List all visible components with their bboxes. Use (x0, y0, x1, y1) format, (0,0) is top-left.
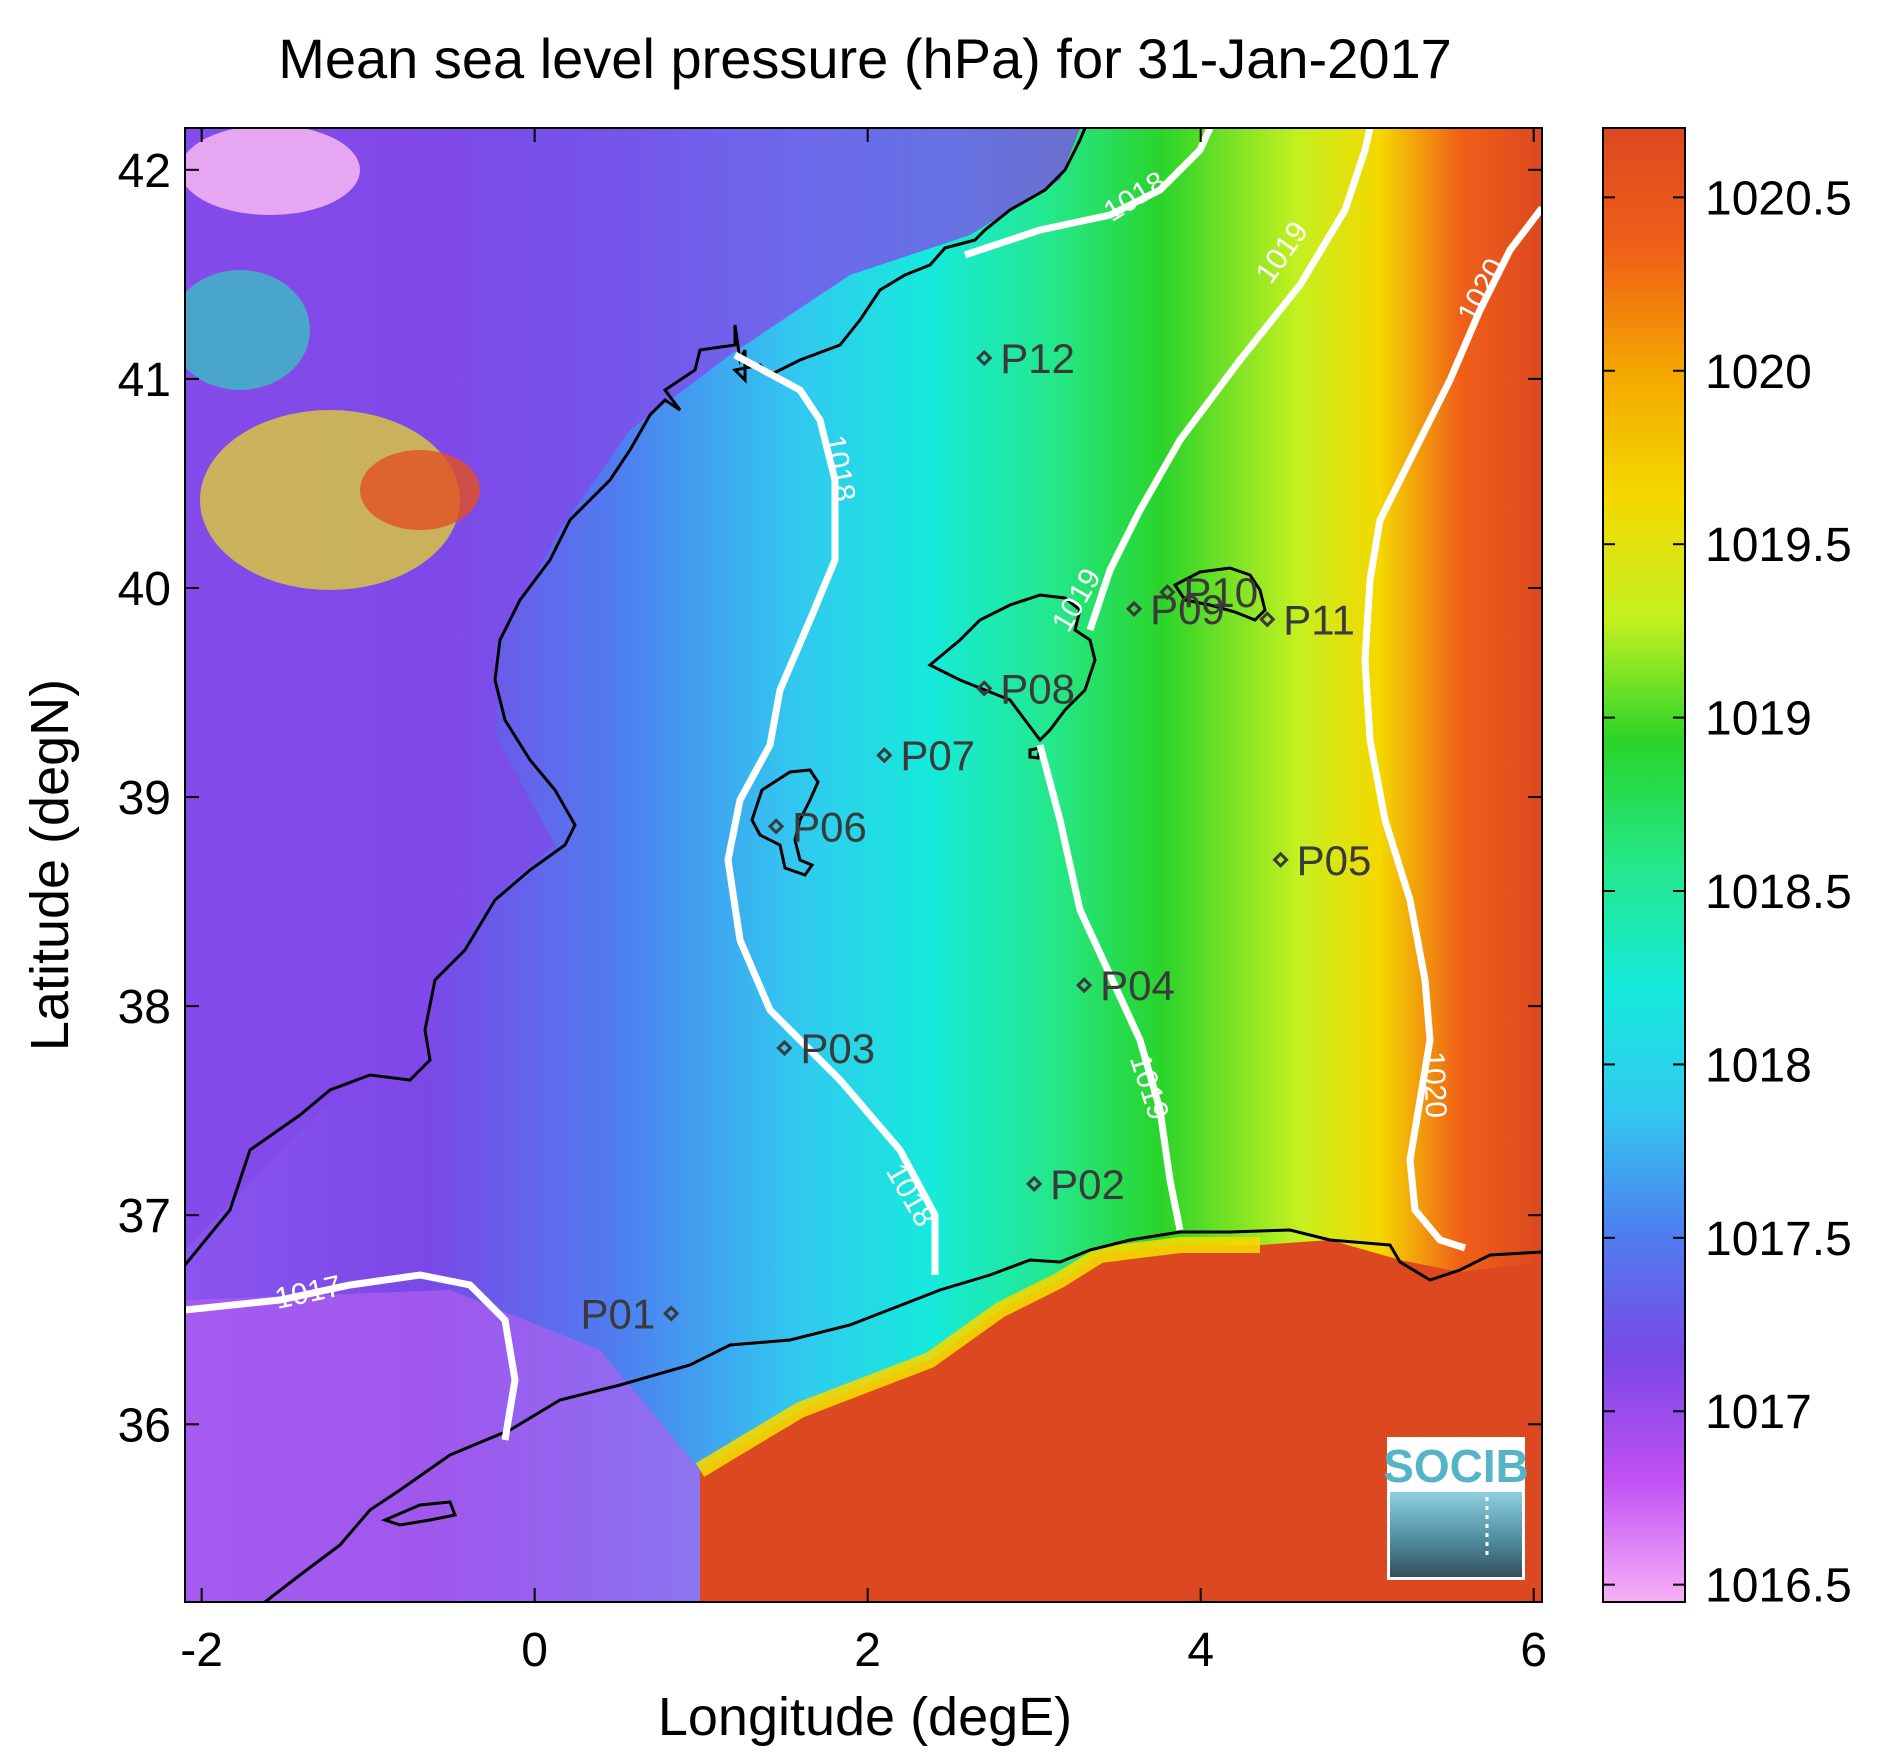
ibiza-coastline (750, 768, 820, 877)
x-axis: -2 0 2 4 6 (180, 128, 1547, 1677)
socib-logo: SOCIB (1383, 1437, 1529, 1580)
x-tick-label: 4 (1187, 1624, 1214, 1677)
menorca-coastline (1172, 566, 1267, 622)
west-cool-band (185, 1290, 700, 1602)
station-p06: P06 (767, 803, 867, 850)
isobar-1017 (185, 1271, 519, 1441)
station-marker (663, 1305, 680, 1322)
station-marker (876, 747, 893, 764)
station-p04: P04 (1075, 962, 1175, 1009)
plot-frame (184, 127, 1543, 1603)
colorbar-tick-label: 1019 (1705, 693, 1812, 746)
station-label: P08 (1000, 665, 1075, 712)
coastlines (185, 128, 1542, 1602)
station-label: P01 (580, 1290, 655, 1337)
colorbar-tick-label: 1018.5 (1705, 866, 1852, 919)
x-tick-label: -2 (180, 1624, 223, 1677)
isobar-1020-north (1361, 205, 1542, 1252)
y-tick-label: 42 (118, 145, 171, 198)
africa-land-field (700, 1240, 1542, 1602)
station-label: P10 (1183, 569, 1258, 616)
y-tick-label: 36 (118, 1399, 171, 1452)
africa-coastline (264, 1228, 1542, 1602)
plot-area: 1017 1018 1018 1018 1019 1019 1019 1020 … (185, 128, 1542, 1602)
station-label: P04 (1100, 962, 1175, 1009)
isobar-1019-south (1036, 744, 1184, 1231)
x-axis-label: Longitude (degE) (658, 1687, 1072, 1747)
station-p02: P02 (1026, 1161, 1125, 1208)
y-tick-label: 40 (118, 563, 171, 616)
colorbar-tick-label: 1020.5 (1705, 172, 1852, 225)
y-axis-label: Latitude (degN) (20, 679, 80, 1051)
x-tick-label: 6 (1520, 1624, 1547, 1677)
y-tick-label: 39 (118, 772, 171, 825)
station-label: P02 (1050, 1161, 1125, 1208)
colorbar-tick-label: 1019.5 (1705, 519, 1852, 572)
isobar-1019-north (1086, 128, 1374, 632)
station-label: P07 (900, 732, 975, 779)
station-label: P06 (792, 803, 867, 850)
x-tick-label: 0 (521, 1624, 548, 1677)
station-label: P03 (800, 1025, 875, 1072)
station-p12: P12 (976, 335, 1075, 382)
station-marker (976, 349, 993, 367)
station-p07: P07 (876, 732, 975, 779)
warm-blob-core (360, 450, 480, 530)
isobars (185, 128, 1542, 1441)
isobar-1018-north (963, 128, 1214, 259)
station-marker (1125, 600, 1143, 618)
station-p08: P08 (976, 665, 1075, 712)
station-marker (976, 680, 993, 697)
station-label: P11 (1283, 596, 1355, 643)
station-marker (1272, 851, 1289, 868)
africa-coast-fringe (695, 1237, 1260, 1477)
alboran-islet (380, 1500, 458, 1527)
y-tick-label: 38 (118, 981, 171, 1034)
y-tick-label: 41 (118, 354, 171, 407)
green-patch (185, 270, 310, 390)
station-p05: P05 (1272, 837, 1372, 884)
iberia-coastline (185, 128, 1087, 1266)
colorbar-tick-label: 1018 (1705, 1039, 1812, 1092)
colorbar-tick-label: 1017 (1705, 1386, 1812, 1439)
station-marker (776, 1039, 793, 1057)
colorbar (1602, 127, 1686, 1603)
station-label: P12 (1000, 335, 1075, 382)
colorbar-tick-label: 1017.5 (1705, 1213, 1852, 1266)
socib-logo-text: SOCIB (1383, 1440, 1529, 1492)
iberia-land-field (185, 128, 1080, 1250)
colorbar-tick-label: 1020 (1705, 346, 1812, 399)
y-axis: 36 37 38 39 40 41 42 (118, 145, 1542, 1452)
cabrera-coastline (1028, 746, 1042, 760)
isobar-1018-central (724, 351, 939, 1275)
station-marker (1259, 611, 1276, 628)
station-label: P05 (1297, 837, 1372, 884)
colorbar-ticks: 1016.5 1017 1017.5 1018 1018.5 1019 1019.5 1020… (1603, 172, 1852, 1613)
socib-logo-sea (1390, 1492, 1522, 1577)
station-p03: P03 (776, 1025, 875, 1072)
map-title: Mean sea level pressure (hPa) for 31-Jan… (278, 27, 1452, 90)
station-marker (1159, 584, 1176, 601)
y-tick-label: 37 (118, 1190, 171, 1243)
station-p11: P11 (1259, 596, 1355, 643)
mallorca-coastline (927, 593, 1097, 743)
station-p01: P01 (580, 1290, 680, 1337)
contour-label-1020-south: 1020 (1417, 1051, 1452, 1119)
station-marker (767, 818, 785, 835)
x-tick-label: 2 (854, 1624, 881, 1677)
station-marker (1075, 977, 1093, 994)
station-p10: P10 (1159, 569, 1258, 616)
station-marker (1026, 1175, 1043, 1192)
cool-patch (185, 128, 360, 215)
colorbar-tick-label: 1016.5 (1705, 1560, 1852, 1613)
